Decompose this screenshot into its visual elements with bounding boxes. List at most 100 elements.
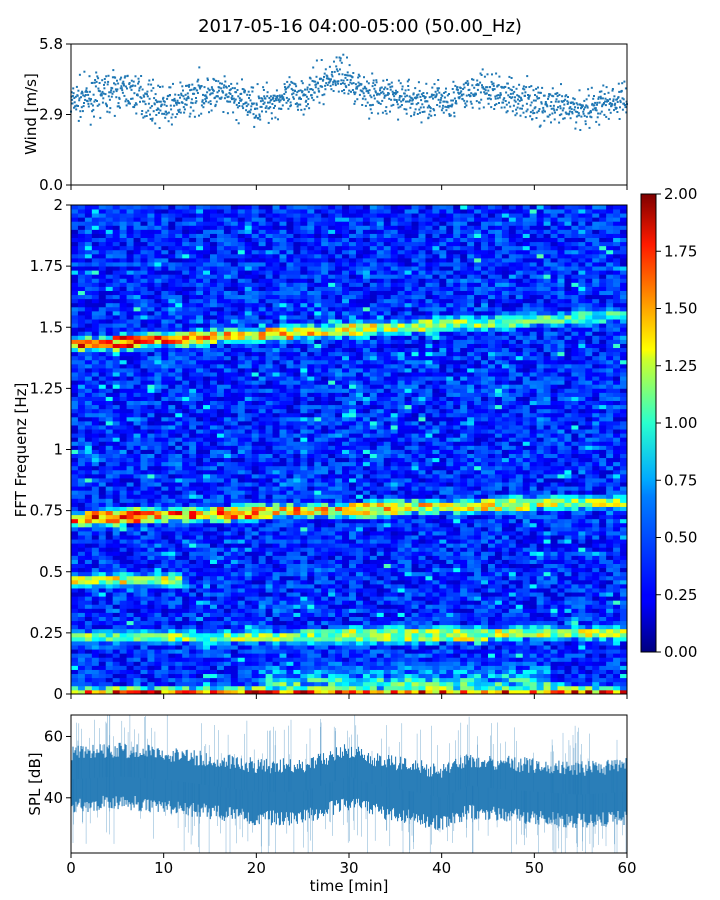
wind-point	[521, 92, 524, 95]
wind-point	[235, 91, 238, 94]
spectrogram-cell	[223, 441, 232, 446]
wind-point	[259, 105, 262, 108]
spectrogram-cell	[258, 404, 266, 410]
wind-point	[324, 84, 327, 87]
wind-point	[367, 90, 370, 93]
spectrogram-cell	[237, 469, 246, 475]
spectrogram-cell	[105, 685, 114, 691]
wind-point	[397, 118, 400, 121]
wind-point	[234, 98, 237, 101]
spectrogram-cell	[161, 657, 169, 662]
wind-point	[99, 116, 102, 119]
spectrogram-cell	[77, 510, 86, 516]
spectrogram-cell	[119, 579, 127, 585]
spectrogram-cell	[147, 205, 155, 210]
spectrogram-cell	[182, 628, 190, 634]
wind-point	[506, 110, 509, 113]
spectrogram-cell	[140, 502, 148, 507]
spectrogram-cell	[210, 233, 218, 238]
wind-point	[211, 92, 214, 95]
spectrogram-cell	[77, 522, 86, 528]
spectrogram-cell	[258, 555, 266, 560]
spectrogram-cell	[126, 592, 134, 597]
spectrogram-cell	[161, 502, 169, 507]
wind-point	[298, 96, 301, 99]
spectrogram-cell	[112, 575, 121, 581]
spectrogram-cell	[189, 331, 197, 336]
spectrogram-cell	[77, 600, 86, 605]
spectrogram-cell	[216, 616, 225, 622]
wind-point	[108, 111, 111, 114]
spectrogram-cell	[203, 600, 211, 605]
spectrogram-cell	[189, 600, 197, 605]
spectrogram-cell	[258, 575, 266, 581]
spectrogram-cell	[133, 257, 141, 263]
spectrogram-cell	[196, 270, 204, 275]
spectrogram-cell	[147, 412, 155, 418]
spectrogram-cell	[244, 596, 253, 601]
spectrogram-cell	[147, 689, 155, 695]
spectrogram-cell	[237, 510, 246, 516]
spectrogram-cell	[251, 270, 260, 275]
spectrogram-cell	[154, 282, 162, 287]
spectrogram-cell	[126, 649, 134, 654]
spectrogram-cell	[119, 596, 127, 601]
spectrogram-cell	[203, 290, 211, 296]
spectrogram-cell	[258, 600, 266, 605]
spectrogram-cell	[230, 412, 239, 418]
wind-point	[248, 94, 251, 97]
spectrogram-cell	[189, 205, 197, 210]
spectrogram-cell	[230, 612, 239, 617]
wind-point	[124, 75, 127, 78]
spectrogram-cell	[216, 649, 225, 654]
spectrogram-cell	[182, 400, 190, 406]
spectrogram-cell	[244, 673, 253, 679]
spectrogram-cell	[251, 449, 260, 454]
wind-point	[209, 103, 212, 105]
wind-point	[514, 114, 517, 117]
wind-point	[154, 122, 157, 125]
wind-point	[563, 117, 566, 120]
spectrogram-cell	[196, 526, 204, 532]
wind-point	[583, 99, 586, 102]
wind-point	[159, 86, 161, 88]
wind-point	[193, 115, 196, 118]
wind-point	[429, 107, 432, 110]
wind-point	[460, 90, 463, 93]
spectrogram-cell	[182, 437, 190, 442]
wind-point	[598, 123, 601, 126]
spectrogram-cell	[119, 555, 127, 560]
spectrogram-cell	[196, 233, 204, 238]
wind-point	[189, 112, 192, 115]
wind-point	[264, 107, 267, 109]
spectrogram-cell	[251, 245, 260, 251]
spectrogram-cell	[175, 482, 183, 487]
spectrogram-cell	[140, 323, 148, 328]
spectrogram-cell	[112, 551, 121, 556]
spectrogram-cell	[119, 290, 127, 296]
wind-point	[359, 89, 362, 92]
wind-point	[109, 91, 112, 94]
spectrogram-cell	[77, 620, 86, 626]
spectrogram-cell	[196, 245, 204, 251]
wind-point	[433, 109, 436, 112]
spectrogram-cell	[203, 339, 211, 344]
spectrogram-cell	[244, 555, 253, 560]
spectrogram-cell	[265, 551, 273, 556]
spectrogram-cell	[203, 624, 211, 630]
spectrogram-cell	[244, 681, 253, 687]
spectrogram-cell	[91, 522, 100, 528]
spectrogram-cell	[182, 347, 190, 353]
spectrogram-cell	[203, 543, 211, 548]
spectrogram-cell	[265, 596, 273, 601]
spectrogram-cell	[105, 628, 114, 634]
spectrogram-cell	[161, 469, 169, 475]
spectrogram-cell	[161, 298, 169, 304]
wind-point	[135, 112, 138, 115]
spectrogram-cell	[196, 653, 204, 658]
wind-point	[235, 119, 238, 121]
spectrogram-cell	[119, 270, 127, 275]
spectrogram-cell	[98, 677, 107, 683]
spectrogram-cell	[91, 331, 100, 336]
wind-point	[441, 107, 444, 110]
